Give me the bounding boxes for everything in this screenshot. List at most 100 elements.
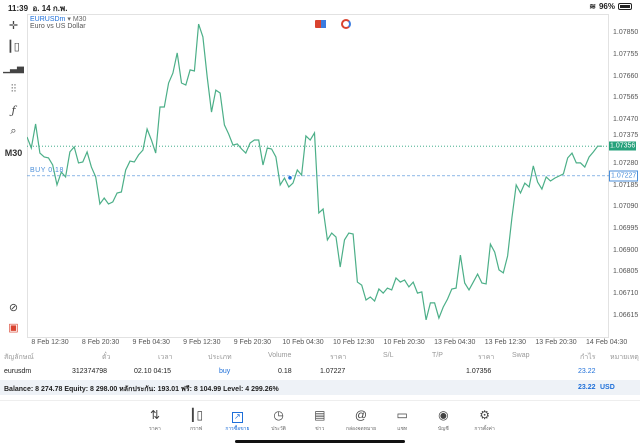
- price-tick-label: 1.07470: [613, 116, 639, 124]
- cell-price: 1.07356: [466, 368, 492, 375]
- col-symbol: สัญลักษณ์: [4, 354, 34, 361]
- depth-of-market-icon[interactable]: [341, 19, 351, 29]
- chart-icon: ┃▯: [189, 408, 204, 422]
- battery-icon: [618, 3, 632, 10]
- bottom-nav: ⇅ ราคา ┃▯ กราฟ ↗ การซื้อขาย ◷ ประวัติ ▤ ข่าว @ กล่อ…: [0, 400, 640, 440]
- nav-label: การซื้อขาย: [225, 426, 250, 432]
- nav-item-trade[interactable]: ↗ การซื้อขาย: [217, 407, 257, 433]
- time-tick-label: 8 Feb 12:30: [31, 339, 69, 346]
- balance-summary: Balance: 8 274.78 Equity: 8 298.00 หลักป…: [4, 386, 279, 393]
- price-tick-label: 1.06615: [613, 312, 639, 319]
- time-tick-label: 13 Feb 12:30: [484, 339, 527, 346]
- nav-item-account[interactable]: ◉ บัญชี: [423, 407, 463, 433]
- total-profit: 23.22: [578, 384, 596, 391]
- col-sl: S/L: [383, 352, 394, 359]
- price-tick-label: 1.07280: [613, 159, 639, 167]
- current-price-tag: 1.07356: [609, 141, 637, 151]
- nav-label: ราคา: [149, 426, 161, 432]
- price-tick-label: 1.07185: [613, 182, 639, 190]
- price-tick-label: 1.06805: [613, 268, 639, 276]
- account-icon: ◉: [438, 408, 449, 422]
- nav-label: แชท: [397, 426, 408, 432]
- cell-ticket: 312374798: [72, 368, 108, 375]
- table-header: สัญลักษณ์ ตั๋ว เวลา ประเภท Volume ราคา S…: [0, 348, 640, 364]
- time-tick-label: 13 Feb 20:30: [535, 339, 577, 346]
- col-time: เวลา: [158, 354, 173, 361]
- nav-label: บัญชี: [437, 426, 449, 432]
- col-comment: หมายเหตุ: [610, 354, 639, 361]
- function-icon[interactable]: ƒ: [11, 103, 16, 117]
- settings-icon: ⚙: [479, 408, 490, 422]
- nav-item-mailbox[interactable]: @ กล่องจดหมาย: [341, 407, 381, 433]
- buy-entry-marker: [288, 175, 292, 180]
- chart-zoom-icon[interactable]: ⊘: [8, 301, 19, 314]
- cell-symbol: eurusdm: [4, 368, 32, 375]
- time-tick-label: 14 Feb 04:30: [585, 339, 628, 346]
- price-tick-label: 1.07565: [613, 94, 639, 102]
- news-icon: ▤: [314, 408, 326, 422]
- time-tick-label: 13 Feb 04:30: [434, 339, 476, 346]
- indicators-icon[interactable]: ▁▃▅: [3, 62, 24, 73]
- sell-trade-icon[interactable]: [315, 20, 326, 28]
- col-tp: T/P: [432, 352, 443, 359]
- history-icon: ◷: [273, 408, 284, 422]
- cell-type: buy: [219, 368, 231, 375]
- timeframe-button[interactable]: M30: [4, 148, 23, 158]
- price-tick-label: 1.06900: [613, 246, 639, 254]
- col-volume: Volume: [268, 352, 292, 359]
- balance-row: Balance: 8 274.78 Equity: 8 298.00 หลักป…: [0, 380, 640, 395]
- price-tick-label: 1.07755: [613, 50, 639, 58]
- time-tick-label: 9 Feb 12:30: [183, 339, 221, 346]
- objects-icon[interactable]: ⌕: [10, 124, 17, 137]
- nav-item-news[interactable]: ▤ ข่าว: [300, 407, 340, 433]
- price-tick-label: 1.07660: [613, 72, 639, 80]
- home-indicator[interactable]: [235, 440, 405, 443]
- price-tick-label: 1.06995: [613, 224, 639, 232]
- buy-position-label[interactable]: BUY 0.18: [30, 166, 64, 174]
- dropdown-icon: ▾: [67, 16, 71, 23]
- nav-label: กราฟ: [190, 426, 203, 432]
- nav-item-settings[interactable]: ⚙ การตั้งค่า: [465, 407, 505, 433]
- price-tick-label: 1.06710: [613, 290, 639, 298]
- crosshair-icon[interactable]: ✛: [8, 19, 19, 32]
- time-tick-label: 9 Feb 04:30: [132, 339, 170, 346]
- col-price: ราคา: [478, 354, 495, 361]
- price-tick-label: 1.07375: [613, 131, 639, 139]
- cell-time: 02.10 04:15: [134, 368, 171, 375]
- mailbox-icon: @: [354, 408, 368, 422]
- price-tick-label: 1.07090: [613, 203, 639, 211]
- currency: USD: [600, 384, 615, 391]
- nav-label: ข่าว: [315, 426, 325, 432]
- symbol-name[interactable]: EURUSDm: [30, 16, 66, 23]
- buy-price-tag: 1.07227: [609, 170, 639, 182]
- table-row[interactable]: eurusdm 312374798 02.10 04:15 buy 0.18 1…: [0, 364, 640, 380]
- one-click-trading-icon[interactable]: ▣: [8, 321, 19, 334]
- time-tick-label: 10 Feb 04:30: [282, 339, 324, 346]
- chart-type-icon[interactable]: ┃▯: [7, 40, 20, 53]
- nav-item-quotes[interactable]: ⇅ ราคา: [135, 407, 175, 433]
- trade-icon: ↗: [217, 407, 257, 423]
- cell-profit: 23.22: [578, 368, 596, 375]
- wifi-icon: ≋: [589, 2, 596, 11]
- nav-label: ประวัติ: [271, 426, 286, 432]
- nav-item-history[interactable]: ◷ ประวัติ: [259, 407, 299, 433]
- nav-item-chart[interactable]: ┃▯ กราฟ: [176, 407, 216, 433]
- price-tick-label: 1.07850: [613, 29, 639, 36]
- col-type: ประเภท: [208, 354, 232, 361]
- chart-timeframe: M30: [72, 16, 87, 23]
- settings-sliders-icon[interactable]: ⫶⫶: [10, 82, 17, 95]
- col-profit: กำไร: [580, 354, 596, 361]
- col-ticket: ตั๋ว: [102, 354, 111, 361]
- nav-item-chat[interactable]: ▭ แชท: [382, 407, 422, 433]
- symbol-header[interactable]: EURUSDm ▾ M30: [30, 15, 86, 23]
- time-tick-label: 10 Feb 12:30: [332, 339, 375, 346]
- status-bar: 11:39 อ. 14 ก.พ. ≋ 96%: [0, 0, 640, 13]
- chat-icon: ▭: [396, 408, 408, 422]
- clock: 11:39: [8, 4, 29, 13]
- time-tick-label: 8 Feb 20:30: [81, 339, 120, 346]
- time-tick-label: 9 Feb 20:30: [233, 339, 272, 346]
- status-time: 11:39 อ. 14 ก.พ.: [8, 2, 67, 15]
- nav-label: การตั้งค่า: [474, 426, 495, 432]
- col-open-price: ราคา: [330, 354, 347, 361]
- price-chart[interactable]: [27, 14, 609, 338]
